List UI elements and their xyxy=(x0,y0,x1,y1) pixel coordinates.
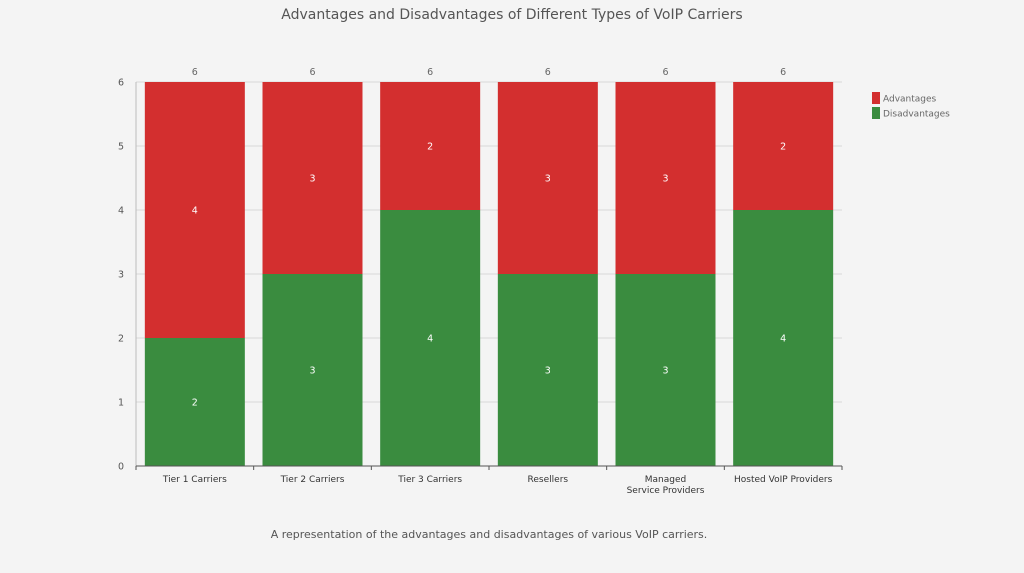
bar-disadvantages xyxy=(733,210,834,466)
legend-swatch-disadvantages xyxy=(872,107,880,119)
axes: 0 1 2 3 4 5 6 Tier 1 Carriers Tier 2 Carriers Tie… xyxy=(118,78,843,496)
bar-advantages xyxy=(262,82,363,274)
x-tick-label: Resellers xyxy=(528,475,569,485)
bar-disadvantages xyxy=(497,274,598,466)
chart-caption: A representation of the advantages and d… xyxy=(270,528,708,541)
data-label: 4 xyxy=(427,334,433,345)
data-label: 4 xyxy=(192,206,198,217)
total-label: 6 xyxy=(192,67,198,78)
data-label: 3 xyxy=(545,366,551,377)
grid-lines xyxy=(136,81,842,403)
legend-label-advantages: Advantages xyxy=(883,95,937,105)
x-tick-label: Tier 2 Carriers xyxy=(280,475,345,485)
legend-label-disadvantages: Disadvantages xyxy=(883,110,950,120)
x-tick-label: Tier 1 Carriers xyxy=(162,475,227,485)
bar-disadvantages xyxy=(262,274,363,466)
y-tick-label: 5 xyxy=(118,142,124,153)
data-label: 4 xyxy=(780,334,786,345)
x-tick-label: Hosted VoIP Providers xyxy=(734,475,833,485)
bar-advantages xyxy=(144,82,245,338)
data-label: 3 xyxy=(662,366,668,377)
bar-disadvantages xyxy=(615,274,716,466)
chart-title: Advantages and Disadvantages of Differen… xyxy=(281,7,743,23)
legend: Advantages Disadvantages xyxy=(872,92,950,120)
data-label: 2 xyxy=(780,142,786,153)
bar-disadvantages xyxy=(144,338,245,466)
data-label: 3 xyxy=(545,174,551,185)
bars: 2 4 6 3 3 6 4 2 6 3 3 6 3 3 6 4 2 6 xyxy=(144,67,834,466)
y-tick-label: 3 xyxy=(118,270,124,281)
total-label: 6 xyxy=(662,67,668,78)
bar-advantages xyxy=(615,82,716,274)
x-tick-label: Managed xyxy=(645,475,686,485)
total-label: 6 xyxy=(545,67,551,78)
data-label: 3 xyxy=(309,174,315,185)
bar-advantages xyxy=(380,82,481,210)
bar-advantages xyxy=(497,82,598,274)
bar-disadvantages xyxy=(380,210,481,466)
y-tick-label: 6 xyxy=(118,78,124,89)
y-tick-label: 1 xyxy=(118,398,124,409)
y-tick-label: 0 xyxy=(118,462,124,473)
x-tick-label: Service Providers xyxy=(627,486,705,496)
total-label: 6 xyxy=(780,67,786,78)
data-label: 3 xyxy=(309,366,315,377)
data-label: 2 xyxy=(427,142,433,153)
total-label: 6 xyxy=(309,67,315,78)
data-label: 2 xyxy=(192,398,198,409)
bar-advantages xyxy=(733,82,834,210)
x-tick-label: Tier 3 Carriers xyxy=(397,475,462,485)
total-label: 6 xyxy=(427,67,433,78)
y-tick-label: 4 xyxy=(118,206,124,217)
legend-swatch-advantages xyxy=(872,92,880,104)
data-label: 3 xyxy=(662,174,668,185)
y-tick-label: 2 xyxy=(118,334,124,345)
